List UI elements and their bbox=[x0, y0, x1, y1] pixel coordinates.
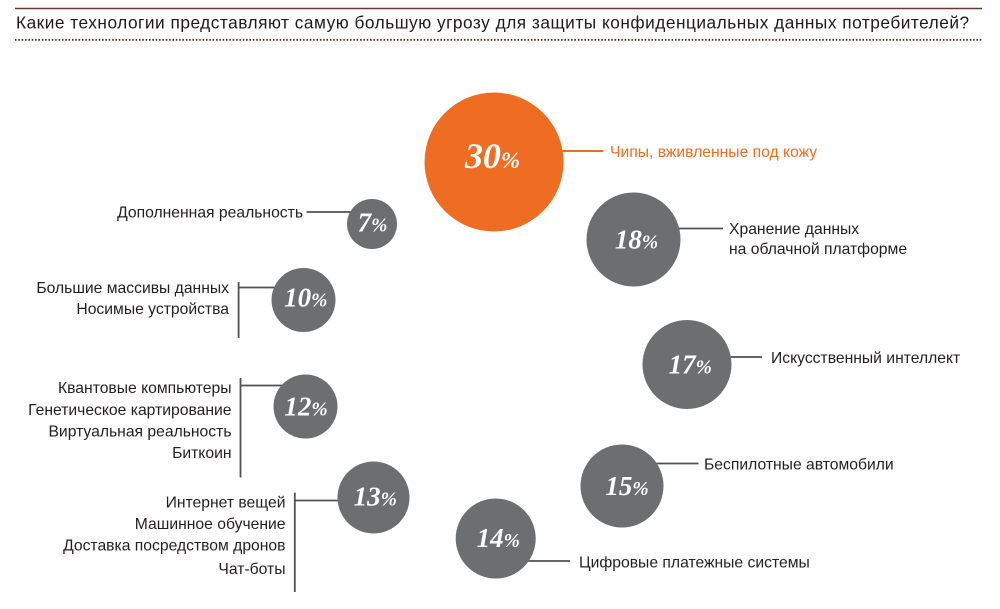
svg-text:12%: 12% bbox=[284, 391, 327, 421]
svg-text:Носимые устройства: Носимые устройства bbox=[76, 301, 229, 318]
svg-text:Чат-боты: Чат-боты bbox=[218, 561, 285, 578]
svg-text:Виртуальная реальность: Виртуальная реальность bbox=[48, 423, 231, 440]
svg-text:Генетическое картирование: Генетическое картирование bbox=[28, 402, 232, 419]
svg-text:на облачной платформе: на облачной платформе bbox=[729, 241, 907, 258]
svg-text:30%: 30% bbox=[464, 136, 520, 176]
svg-text:Какие технологии представляют: Какие технологии представляют самую боль… bbox=[16, 13, 970, 33]
svg-text:Биткоин: Биткоин bbox=[172, 445, 231, 462]
svg-text:10%: 10% bbox=[284, 283, 327, 313]
svg-text:18%: 18% bbox=[615, 224, 658, 254]
svg-text:Машинное обучение: Машинное обучение bbox=[135, 516, 286, 533]
svg-text:Беспилотные автомобили: Беспилотные автомобили bbox=[704, 456, 894, 473]
svg-text:Чипы, вживленные под кожу: Чипы, вживленные под кожу bbox=[610, 144, 817, 161]
svg-text:13%: 13% bbox=[354, 482, 397, 512]
svg-text:Доставка посредством дронов: Доставка посредством дронов bbox=[63, 537, 285, 554]
svg-text:Искусственный интеллект: Искусственный интеллект bbox=[771, 350, 960, 367]
svg-text:15%: 15% bbox=[605, 471, 648, 501]
svg-text:14%: 14% bbox=[477, 523, 520, 553]
svg-text:Квантовые компьютеры: Квантовые компьютеры bbox=[58, 380, 231, 397]
svg-text:Хранение данных: Хранение данных bbox=[729, 221, 859, 238]
svg-text:Дополненная реальность: Дополненная реальность bbox=[117, 204, 303, 221]
svg-text:Цифровые платежные системы: Цифровые платежные системы bbox=[579, 554, 810, 571]
svg-text:17%: 17% bbox=[669, 350, 712, 380]
svg-text:Большие массивы данных: Большие массивы данных bbox=[36, 280, 229, 297]
svg-text:Интернет вещей: Интернет вещей bbox=[166, 494, 286, 511]
svg-text:7%: 7% bbox=[358, 208, 388, 238]
